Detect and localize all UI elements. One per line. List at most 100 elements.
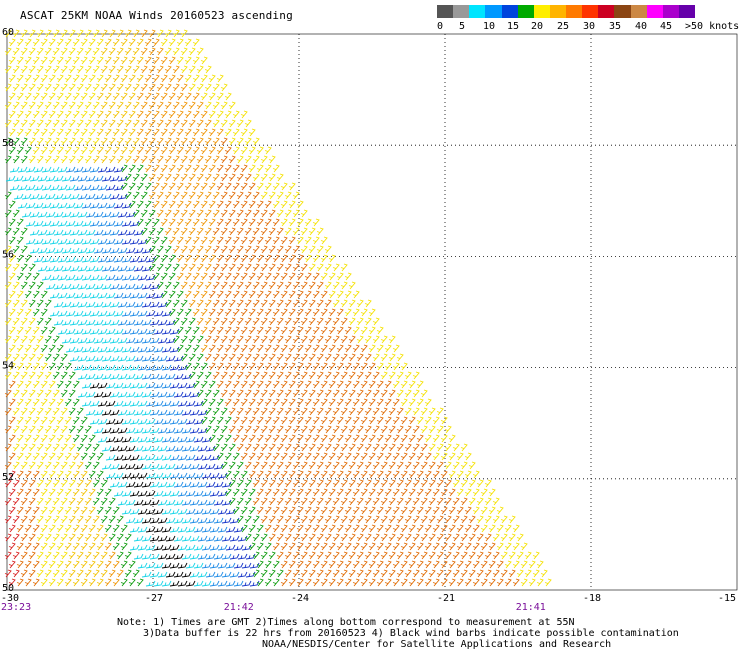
wind-barb bbox=[109, 229, 120, 236]
wind-barb bbox=[356, 425, 364, 434]
wind-barb bbox=[280, 506, 288, 515]
wind-barb bbox=[204, 425, 212, 434]
wind-barb bbox=[137, 400, 148, 407]
wind-barb bbox=[101, 337, 112, 344]
wind-barb bbox=[272, 398, 280, 407]
wind-barb bbox=[368, 308, 376, 317]
wind-barb bbox=[236, 389, 244, 398]
wind-barb bbox=[172, 191, 180, 200]
wind-barb bbox=[76, 407, 84, 416]
wind-barb bbox=[208, 128, 216, 137]
wind-barb bbox=[61, 175, 72, 182]
wind-barb bbox=[492, 569, 500, 578]
wind-barb bbox=[172, 83, 180, 92]
wind-barb bbox=[88, 434, 96, 443]
wind-barb bbox=[128, 578, 136, 587]
wind-barb bbox=[168, 146, 176, 155]
wind-barb bbox=[129, 454, 140, 461]
wind-barb bbox=[456, 506, 464, 515]
wind-barb bbox=[388, 551, 396, 560]
wind-barb bbox=[260, 209, 268, 218]
wind-barb bbox=[44, 137, 52, 146]
wind-barb bbox=[396, 515, 404, 524]
wind-barb bbox=[229, 535, 240, 542]
wind-barb bbox=[213, 499, 224, 506]
wind-barb bbox=[448, 470, 456, 479]
wind-barb bbox=[428, 569, 436, 578]
wind-barb bbox=[201, 526, 212, 533]
wind-barb bbox=[20, 29, 28, 38]
wind-barb bbox=[217, 562, 228, 569]
wind-barb bbox=[520, 560, 528, 569]
wind-barb bbox=[408, 542, 416, 551]
wind-barb bbox=[224, 164, 232, 173]
wind-barb bbox=[88, 542, 96, 551]
wind-barb bbox=[193, 436, 204, 443]
wind-barb bbox=[536, 578, 544, 587]
wind-barb bbox=[132, 29, 140, 38]
wind-barb bbox=[137, 292, 148, 299]
wind-barb bbox=[76, 137, 84, 146]
wind-barb bbox=[109, 463, 120, 470]
wind-barb bbox=[156, 281, 164, 290]
wind-barb bbox=[89, 238, 100, 245]
note-line-1: Note: 1) Times are GMT 2)Times along bot… bbox=[117, 617, 575, 628]
wind-barb bbox=[316, 371, 324, 380]
wind-barb bbox=[109, 319, 120, 326]
wind-barb bbox=[68, 47, 76, 56]
wind-barb bbox=[205, 481, 216, 488]
wind-barb bbox=[20, 371, 28, 380]
wind-barb bbox=[185, 400, 196, 407]
wind-barb bbox=[193, 454, 204, 461]
wind-barb bbox=[236, 245, 244, 254]
wind-barb bbox=[84, 497, 92, 506]
wind-barb bbox=[232, 344, 240, 353]
wind-barb bbox=[172, 101, 180, 110]
wind-barb bbox=[368, 470, 376, 479]
wind-barb bbox=[4, 119, 12, 128]
wind-barb bbox=[208, 218, 216, 227]
wind-barb bbox=[188, 299, 196, 308]
wind-barb bbox=[81, 166, 92, 173]
wind-barb bbox=[60, 29, 68, 38]
wind-barb bbox=[284, 551, 292, 560]
wind-barb bbox=[356, 479, 364, 488]
wind-barb bbox=[81, 364, 92, 371]
wind-barb bbox=[404, 371, 412, 380]
wind-barb bbox=[148, 191, 156, 200]
wind-barb bbox=[53, 211, 64, 218]
wind-barb bbox=[484, 515, 492, 524]
wind-barb bbox=[248, 452, 256, 461]
wind-barb bbox=[400, 380, 408, 389]
wind-barb bbox=[89, 418, 100, 425]
wind-barb bbox=[280, 452, 288, 461]
wind-barb bbox=[196, 245, 204, 254]
wind-barb bbox=[40, 110, 48, 119]
wind-barb bbox=[72, 470, 80, 479]
wind-barb bbox=[68, 29, 76, 38]
wind-barb bbox=[8, 128, 16, 137]
wind-barb bbox=[209, 526, 220, 533]
wind-barb bbox=[152, 110, 160, 119]
wind-barb bbox=[316, 245, 324, 254]
wind-barb bbox=[49, 274, 60, 281]
wind-barb bbox=[12, 335, 20, 344]
wind-barb bbox=[352, 452, 360, 461]
wind-barb bbox=[28, 101, 36, 110]
wind-barb bbox=[292, 515, 300, 524]
wind-barb bbox=[121, 202, 132, 209]
wind-barb bbox=[96, 38, 104, 47]
wind-barb bbox=[180, 299, 188, 308]
wind-barb bbox=[172, 299, 180, 308]
wind-barb bbox=[72, 56, 80, 65]
wind-barb bbox=[117, 229, 128, 236]
wind-barb bbox=[16, 344, 24, 353]
wind-barb bbox=[161, 508, 172, 515]
wind-barb bbox=[68, 479, 76, 488]
wind-barb bbox=[52, 371, 60, 380]
wind-barb bbox=[236, 191, 244, 200]
wind-barb bbox=[456, 488, 464, 497]
wind-barb bbox=[32, 398, 40, 407]
wind-barb bbox=[340, 569, 348, 578]
wind-barb bbox=[196, 65, 204, 74]
